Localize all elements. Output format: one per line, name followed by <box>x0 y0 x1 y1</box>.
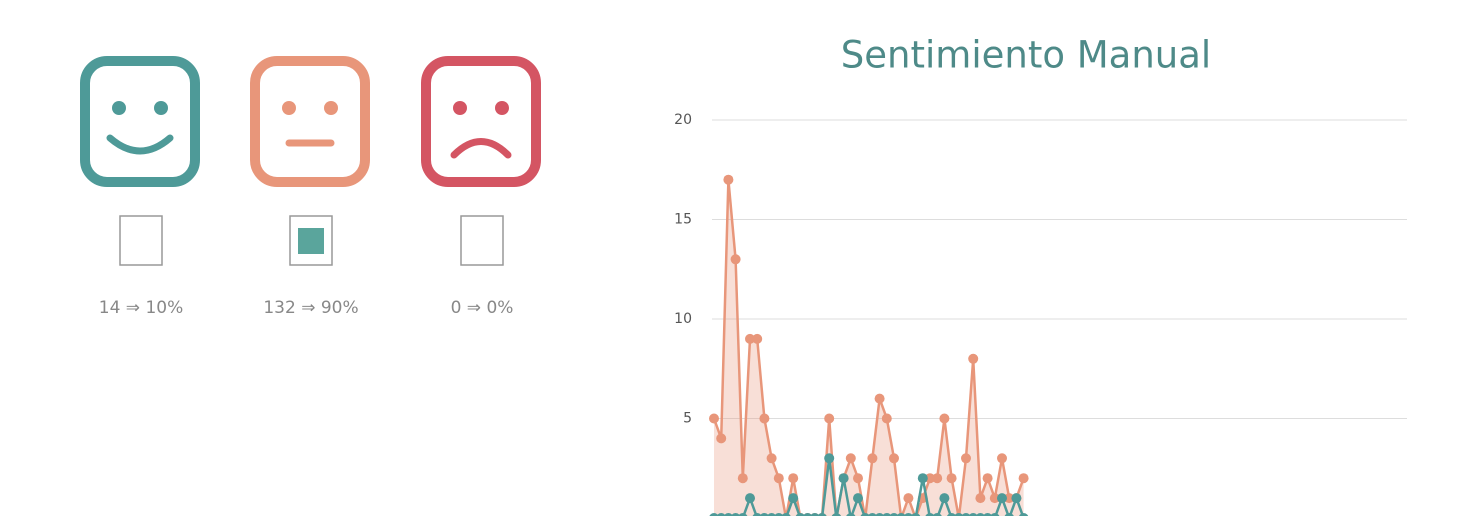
point <box>939 413 950 424</box>
point <box>903 513 913 516</box>
point <box>911 513 921 516</box>
line <box>712 179 1025 516</box>
point <box>723 513 733 516</box>
point <box>745 333 755 344</box>
face-sad <box>421 56 541 187</box>
point <box>896 513 906 516</box>
point <box>947 513 957 516</box>
point <box>766 453 777 464</box>
checkbox[interactable] <box>119 215 163 266</box>
point <box>989 493 1000 504</box>
point <box>925 513 935 516</box>
checkbox[interactable] <box>460 215 504 266</box>
point <box>946 473 957 484</box>
point <box>810 513 820 516</box>
point <box>716 513 726 516</box>
point <box>838 473 849 484</box>
point <box>853 473 863 484</box>
point <box>990 513 1000 516</box>
point <box>831 513 841 516</box>
point <box>968 353 979 364</box>
point <box>874 393 885 404</box>
point <box>983 513 993 516</box>
point <box>774 513 784 516</box>
point <box>975 513 985 516</box>
point <box>889 513 899 516</box>
point <box>730 254 741 265</box>
point <box>1018 473 1029 484</box>
point <box>860 513 870 516</box>
point <box>903 493 914 504</box>
checkbox-fill <box>298 228 324 254</box>
point <box>773 473 784 484</box>
point <box>997 493 1007 504</box>
point <box>759 513 769 516</box>
point <box>781 513 791 516</box>
point <box>867 453 878 464</box>
point <box>845 453 856 464</box>
point <box>745 493 755 504</box>
point <box>982 473 993 484</box>
point <box>875 513 885 516</box>
point <box>824 453 835 464</box>
point <box>788 493 799 504</box>
point <box>716 433 727 444</box>
point <box>738 513 748 516</box>
point <box>737 473 748 484</box>
point <box>889 453 899 464</box>
point <box>817 513 827 516</box>
y-tick-label: 20 <box>674 112 692 128</box>
point <box>932 473 943 484</box>
point <box>788 473 799 484</box>
chart-title: Sentimiento Manual <box>841 34 1211 77</box>
point <box>997 453 1007 464</box>
point <box>1019 513 1029 516</box>
face-happy <box>80 56 200 187</box>
face-neutral <box>250 56 370 187</box>
point <box>968 513 978 516</box>
area <box>714 179 1024 516</box>
point <box>1011 493 1022 504</box>
point <box>795 513 805 516</box>
point <box>709 513 719 516</box>
sentiment-count: 14 ⇒ 10% <box>99 298 183 318</box>
sentiment-count: 0 ⇒ 0% <box>451 298 514 318</box>
point <box>867 513 877 516</box>
point <box>961 513 971 516</box>
point <box>939 493 950 504</box>
point <box>932 513 942 516</box>
point <box>882 513 892 516</box>
y-tick-label: 15 <box>674 212 692 228</box>
point <box>824 413 835 424</box>
point <box>925 473 935 484</box>
point <box>961 453 971 464</box>
point <box>803 513 813 516</box>
point <box>752 333 763 344</box>
point <box>1004 493 1015 504</box>
point <box>954 513 964 516</box>
point <box>723 174 734 185</box>
point <box>767 513 777 516</box>
point <box>709 413 719 424</box>
y-tick-label: 5 <box>683 411 692 427</box>
point <box>1004 513 1014 516</box>
point <box>853 493 863 504</box>
point <box>917 473 928 484</box>
point <box>846 513 856 516</box>
point <box>975 493 986 504</box>
sentiment-count: 132 ⇒ 90% <box>263 298 358 318</box>
y-tick-label: 10 <box>674 311 692 327</box>
point <box>881 413 892 424</box>
point <box>759 413 770 424</box>
point <box>752 513 762 516</box>
point <box>731 513 741 516</box>
